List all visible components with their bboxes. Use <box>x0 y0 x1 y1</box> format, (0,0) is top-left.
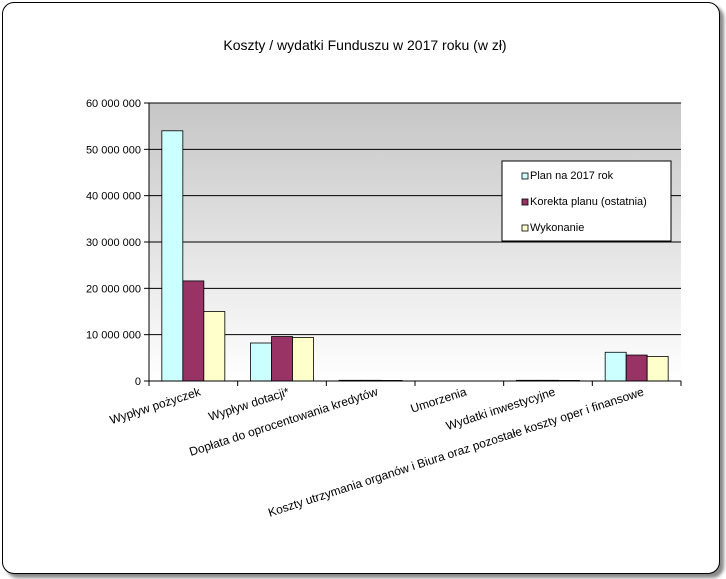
y-tick-label: 0 <box>135 376 141 388</box>
category-label: Umorzenia <box>409 384 469 415</box>
legend-swatch <box>521 224 529 232</box>
bar <box>604 351 627 382</box>
bar <box>271 336 293 382</box>
legend-label: Plan na 2017 rok <box>530 170 614 182</box>
category-label: Wypływ pożyczek <box>108 384 203 427</box>
y-tick-labels: 0 10 000 000 20 000 000 30 000 000 40 000 00… <box>86 98 141 388</box>
bar <box>161 130 184 382</box>
chart-title: Koszty / wydatki Funduszu w 2017 roku (w… <box>223 37 506 53</box>
y-tick-label: 20 000 000 <box>86 283 141 295</box>
axes <box>144 102 682 386</box>
category-labels: Wypływ pożyczek Wypływ dotacji*Dopłata do… <box>108 384 646 519</box>
legend-swatch <box>521 198 529 206</box>
legend: Plan na 2017 rok Korekta planu (ostatnia)… <box>501 160 672 242</box>
bar <box>182 280 205 382</box>
bar <box>250 342 272 382</box>
y-tick-label: 30 000 000 <box>86 237 141 249</box>
y-tick-label: 50 000 000 <box>86 144 141 156</box>
bars-group <box>161 130 669 382</box>
y-tick-label: 60 000 000 <box>86 98 141 110</box>
y-tick-label: 10 000 000 <box>86 330 141 342</box>
bar <box>625 354 648 382</box>
bar <box>203 311 226 382</box>
bar <box>292 337 314 382</box>
legend-swatch <box>521 172 529 180</box>
bar <box>646 356 669 382</box>
y-tick-label: 40 000 000 <box>86 191 141 203</box>
legend-label: Korekta planu (ostatnia) <box>530 196 647 208</box>
legend-box <box>501 160 672 242</box>
legend-label: Wykonanie <box>530 222 584 234</box>
